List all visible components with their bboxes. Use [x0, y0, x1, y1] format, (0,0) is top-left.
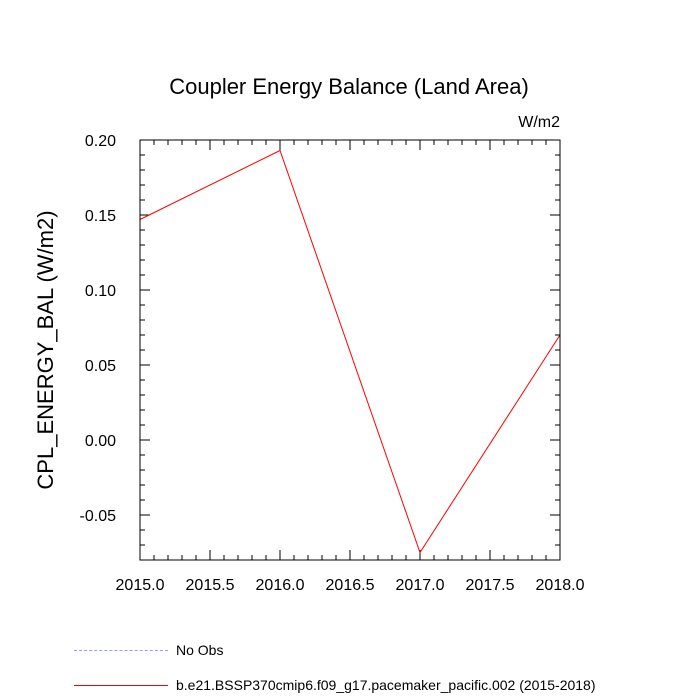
x-tick-label: 2015.5	[186, 577, 235, 594]
legend-item-obs: No Obs	[74, 640, 223, 660]
x-tick-label: 2018.0	[536, 577, 585, 594]
plot-frame	[139, 139, 561, 561]
y-tick-label: 0.10	[85, 283, 116, 300]
series-line	[139, 149, 561, 554]
y-tick-label: 0.05	[85, 358, 116, 375]
x-tick-label: 2017.5	[466, 577, 515, 594]
y-axis-label: CPL_ENERGY_BAL (W/m2)	[33, 210, 58, 489]
legend-model-line	[74, 684, 168, 686]
minor-ticks	[140, 140, 560, 561]
units-label: W/m2	[518, 114, 560, 131]
y-tick-label: 0.20	[85, 133, 116, 150]
legend-item-model: b.e21.BSSP370cmip6.f09_g17.pacemaker_pac…	[74, 675, 596, 695]
y-tick-label: 0.00	[85, 433, 116, 450]
chart-title: Coupler Energy Balance (Land Area)	[169, 74, 529, 99]
x-tick-label: 2016.5	[326, 577, 375, 594]
legend-model-label: b.e21.BSSP370cmip6.f09_g17.pacemaker_pac…	[176, 677, 596, 693]
y-tick-label: -0.05	[80, 508, 117, 525]
legend-obs-line	[74, 649, 168, 651]
legend-obs-label: No Obs	[176, 642, 224, 658]
y-tick-label: 0.15	[85, 208, 116, 225]
tick-labels: 2015.0 2015.5 2016.0 2016.5 2017.0 2017.5 2018…	[80, 133, 585, 594]
x-tick-label: 2015.0	[116, 577, 165, 594]
x-tick-label: 2017.0	[396, 577, 445, 594]
x-tick-label: 2016.0	[256, 577, 305, 594]
series-layer	[139, 149, 561, 554]
